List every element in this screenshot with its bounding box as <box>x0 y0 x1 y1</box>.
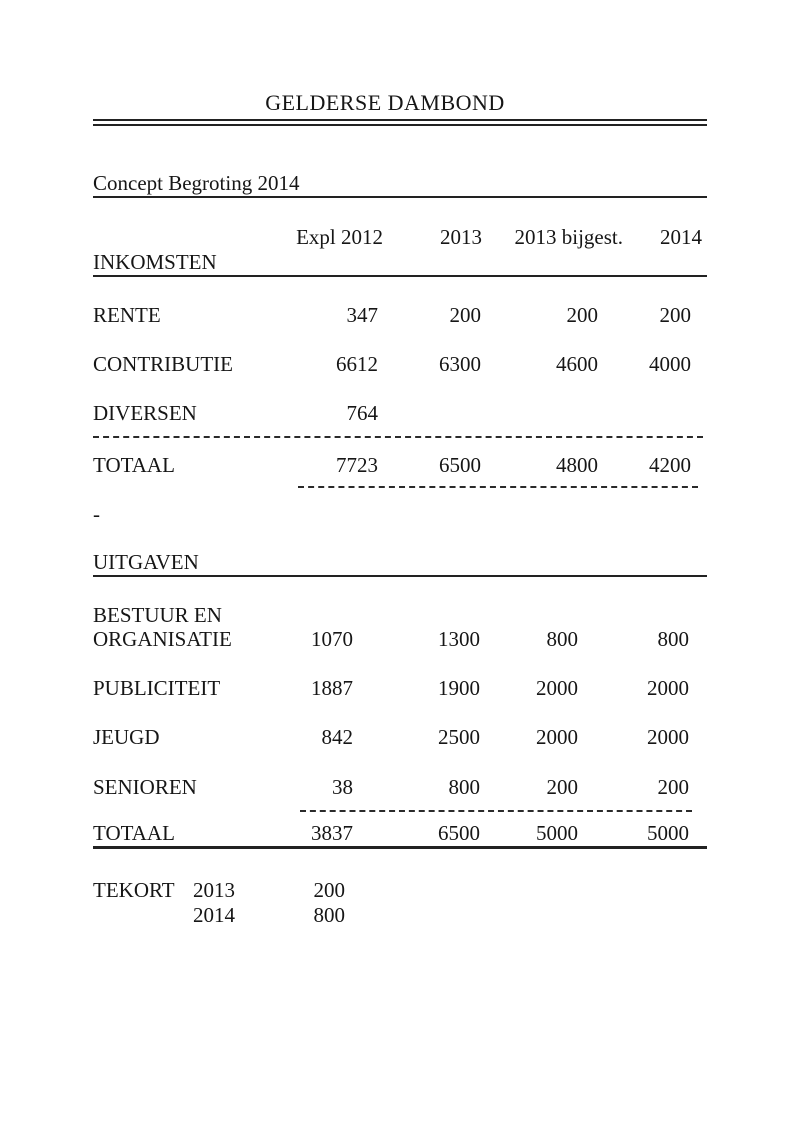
dashed-divider <box>93 436 703 438</box>
tekort-year: 2013 <box>193 878 235 902</box>
cell-value <box>481 402 598 424</box>
page-title: GELDERSE DAMBOND <box>265 90 505 115</box>
cell-value: 764 <box>346 401 379 425</box>
dashed-divider <box>298 486 698 488</box>
section-heading-inkomsten: INKOMSTEN <box>93 251 707 277</box>
cell-value: 6500 <box>439 453 481 477</box>
row-label: TEKORT <box>93 878 175 902</box>
table-row: CONTRIBUTIE 6612 6300 4600 4000 <box>93 353 707 375</box>
cell-value: 6612 <box>336 352 378 376</box>
row-label: JEUGD <box>93 725 160 749</box>
title-double-rule <box>93 119 707 126</box>
row-label: DIVERSEN <box>93 401 197 425</box>
column-header: Expl 2012 <box>296 225 383 249</box>
cell-value: 4600 <box>556 352 598 376</box>
row-label: ORGANISATIE <box>93 627 232 651</box>
row-label: TOTAAL <box>93 821 175 845</box>
row-label-spacer <box>93 904 193 926</box>
cell-value: 5000 <box>647 821 689 845</box>
cell-value: 7723 <box>336 453 378 477</box>
row-label: CONTRIBUTIE <box>93 352 233 376</box>
table-row: PUBLICITEIT 1887 1900 2000 2000 <box>93 677 707 699</box>
page-subtitle: Concept Begroting 2014 <box>93 172 707 198</box>
column-header-row: Expl 2012 2013 2013 bijgest. 2014 <box>93 226 707 248</box>
section-heading-uitgaven: UITGAVEN <box>93 551 707 577</box>
cell-value: 1887 <box>311 676 353 700</box>
column-header: 2013 <box>440 225 482 249</box>
cell-value: 200 <box>659 303 692 327</box>
row-label: TOTAAL <box>93 453 175 477</box>
table-row: SENIOREN 38 800 200 200 <box>93 776 707 798</box>
cell-value: 38 <box>332 775 353 799</box>
cell-value <box>378 402 481 424</box>
column-header: 2014 <box>660 225 702 249</box>
row-label: PUBLICITEIT <box>93 676 221 700</box>
cell-value: 1900 <box>438 676 480 700</box>
column-header: 2013 bijgest. <box>514 225 624 249</box>
total-row-uitgaven: TOTAAL 3837 6500 5000 5000 <box>93 822 707 844</box>
tekort-value: 800 <box>313 903 346 927</box>
tekort-row: TEKORT 2013 200 <box>93 879 707 901</box>
cell-value: 800 <box>448 775 481 799</box>
cell-value: 6300 <box>439 352 481 376</box>
total-row-inkomsten: TOTAAL 7723 6500 4800 4200 <box>93 454 707 476</box>
cell-value: 4200 <box>649 453 691 477</box>
cell-value: 1070 <box>311 627 353 651</box>
cell-value: 200 <box>546 775 579 799</box>
cell-value: 4000 <box>649 352 691 376</box>
cell-value: 1300 <box>438 627 480 651</box>
dashed-divider <box>300 810 692 812</box>
cell-value: 200 <box>566 303 599 327</box>
table-row: RENTE 347 200 200 200 <box>93 304 707 326</box>
row-label: BESTUUR EN <box>93 603 222 627</box>
table-row: JEUGD 842 2500 2000 2000 <box>93 726 707 748</box>
cell-value: 200 <box>449 303 482 327</box>
cell-value: 4800 <box>556 453 598 477</box>
tekort-year: 2014 <box>193 903 235 927</box>
table-row: DIVERSEN 764 <box>93 402 707 424</box>
cell-value: 3837 <box>311 821 353 845</box>
cell-value <box>598 402 691 424</box>
cell-value: 2500 <box>438 725 480 749</box>
cell-value: 2000 <box>647 676 689 700</box>
table-row: BESTUUR EN <box>93 604 707 626</box>
cell-value: 2000 <box>647 725 689 749</box>
row-label: SENIOREN <box>93 775 197 799</box>
row-label: RENTE <box>93 303 161 327</box>
cell-value: 200 <box>657 775 690 799</box>
stray-dash: - <box>93 502 100 526</box>
cell-value: 842 <box>321 725 354 749</box>
cell-value: 347 <box>346 303 379 327</box>
bottom-rule <box>93 846 707 849</box>
cell-value: 5000 <box>536 821 578 845</box>
tekort-value: 200 <box>313 878 346 902</box>
tekort-row: 2014 800 <box>93 904 707 926</box>
cell-value: 800 <box>546 627 579 651</box>
table-row: ORGANISATIE 1070 1300 800 800 <box>93 628 707 650</box>
cell-value: 6500 <box>438 821 480 845</box>
header-spacer <box>93 226 243 248</box>
cell-value: 2000 <box>536 676 578 700</box>
cell-value: 2000 <box>536 725 578 749</box>
cell-value: 800 <box>657 627 690 651</box>
